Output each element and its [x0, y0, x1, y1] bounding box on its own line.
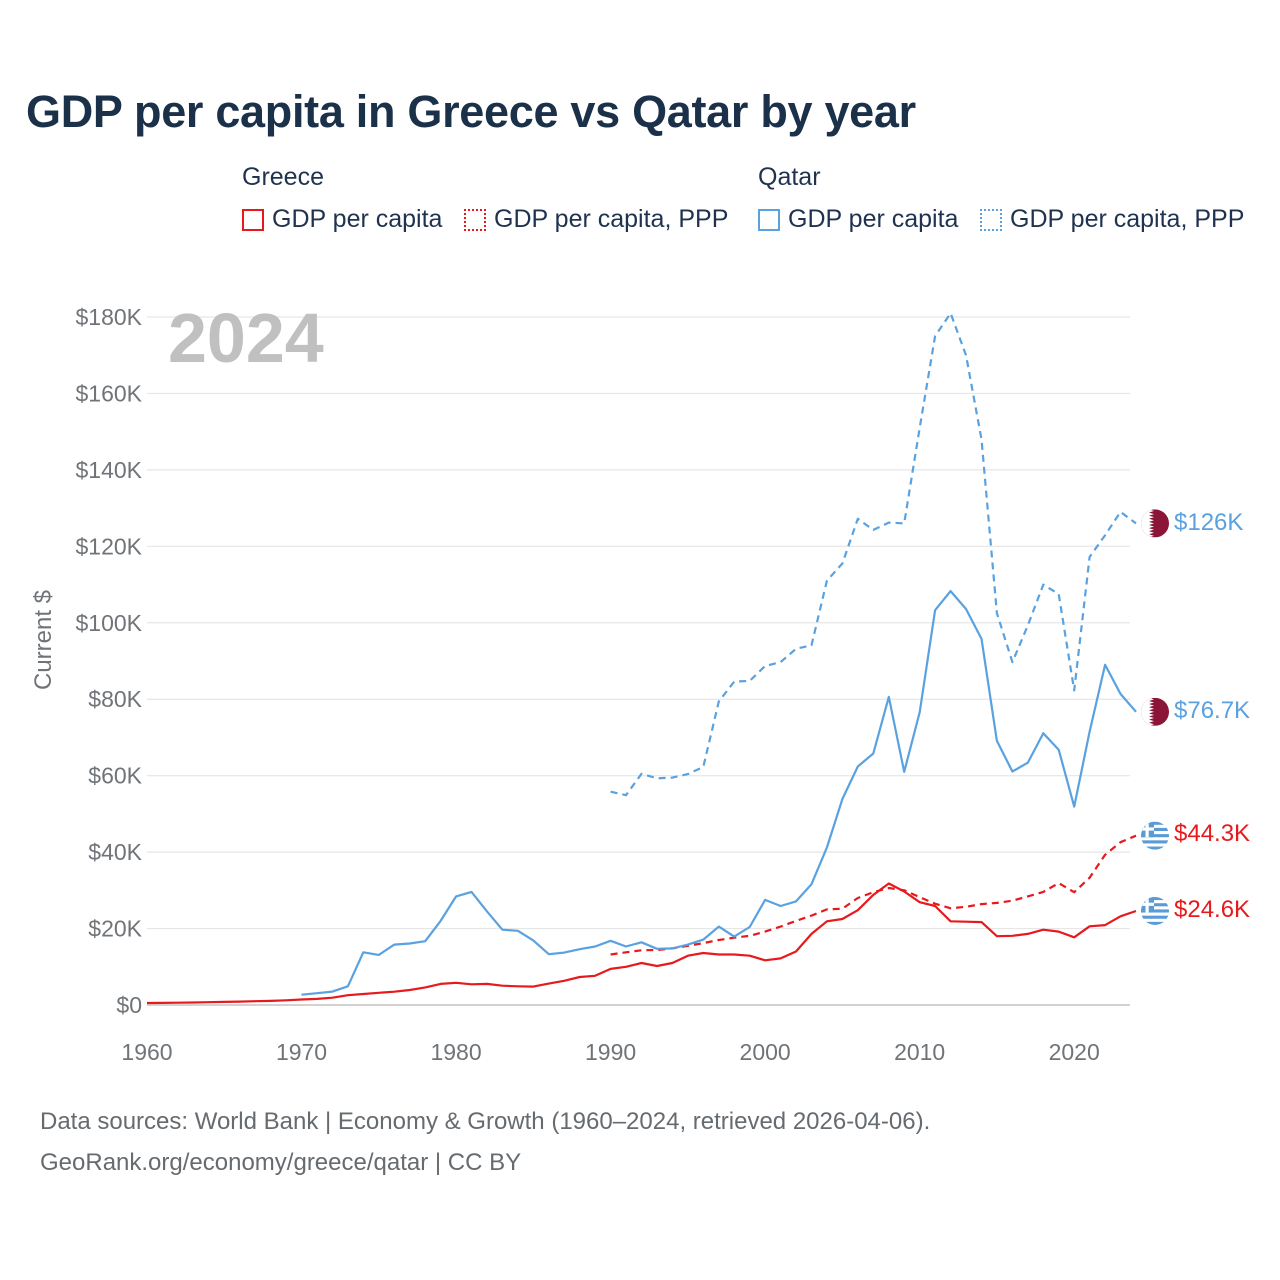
- end-value-labels: $126K $76.7K $44.3K $24.6K: [1174, 509, 1250, 923]
- greece-flag-icon: [1141, 896, 1169, 925]
- legend-item-greece-gdp[interactable]: GDP per capita: [242, 205, 442, 234]
- y-tick-label: $20K: [88, 916, 142, 942]
- year-watermark: 2024: [168, 299, 324, 377]
- x-tick-label: 1980: [430, 1039, 481, 1065]
- series-lines: [146, 312, 1137, 1005]
- legend-group-greece: Greece: [242, 163, 324, 191]
- legend-label: GDP per capita: [788, 205, 959, 233]
- y-tick-label: $180K: [75, 304, 142, 330]
- y-tick-label: $80K: [88, 686, 142, 712]
- series-line-3: [610, 312, 1137, 797]
- legend-swatch-solid-red: [242, 208, 264, 231]
- footer-link[interactable]: GeoRank.org/economy/greece/qatar | CC BY: [40, 1149, 522, 1176]
- legend-swatch-dotted-blue: [980, 208, 1002, 231]
- y-tick-label: $120K: [75, 533, 142, 559]
- greece-flag-icon: [1141, 821, 1169, 850]
- y-tick-label: $160K: [75, 380, 142, 406]
- end-markers: [1141, 509, 1169, 925]
- x-tick-label: 2000: [740, 1039, 791, 1065]
- legend-label: GDP per capita, PPP: [494, 205, 729, 233]
- end-label-qatar-gdp: $76.7K: [1174, 697, 1250, 724]
- end-label-qatar-ppp: $126K: [1174, 509, 1243, 536]
- x-tick-label: 1970: [276, 1039, 327, 1065]
- qatar-flag-icon: [1141, 697, 1169, 726]
- x-tick-label: 2020: [1049, 1039, 1100, 1065]
- x-axis-ticks: 1960 1970 1980 1990 2000 2010 2020: [121, 1039, 1099, 1065]
- y-axis-label: Current $: [30, 590, 57, 690]
- x-tick-label: 2010: [894, 1039, 945, 1065]
- y-tick-label: $60K: [88, 763, 142, 789]
- chart-title: GDP per capita in Greece vs Qatar by yea…: [26, 86, 916, 137]
- legend-swatch-dotted-red: [464, 208, 486, 231]
- footer-sources: Data sources: World Bank | Economy & Gro…: [40, 1108, 931, 1135]
- end-label-greece-ppp: $44.3K: [1174, 820, 1250, 847]
- series-line-0: [146, 882, 1137, 1005]
- legend-item-qatar-ppp[interactable]: GDP per capita, PPP: [980, 205, 1244, 234]
- series-line-1: [610, 834, 1137, 956]
- y-axis-ticks: $0 $20K $40K $60K $80K $100K $120K $140K $160K $1…: [75, 304, 142, 1018]
- series-line-2: [301, 590, 1137, 996]
- x-tick-label: 1960: [121, 1039, 172, 1065]
- y-tick-label: $40K: [88, 839, 142, 865]
- y-tick-label: $0: [116, 992, 142, 1018]
- end-label-greece-gdp: $24.6K: [1174, 896, 1250, 923]
- qatar-flag-icon: [1141, 509, 1169, 538]
- legend-swatch-solid-blue: [758, 208, 780, 231]
- x-tick-label: 1990: [585, 1039, 636, 1065]
- legend-item-greece-ppp[interactable]: GDP per capita, PPP: [464, 205, 728, 234]
- gridlines: [147, 316, 1130, 1006]
- legend-label: GDP per capita, PPP: [1010, 205, 1245, 233]
- legend-label: GDP per capita: [272, 205, 443, 233]
- legend-group-qatar: Qatar: [758, 163, 821, 191]
- legend-item-qatar-gdp[interactable]: GDP per capita: [758, 205, 958, 234]
- y-tick-label: $100K: [75, 610, 142, 636]
- y-tick-label: $140K: [75, 457, 142, 483]
